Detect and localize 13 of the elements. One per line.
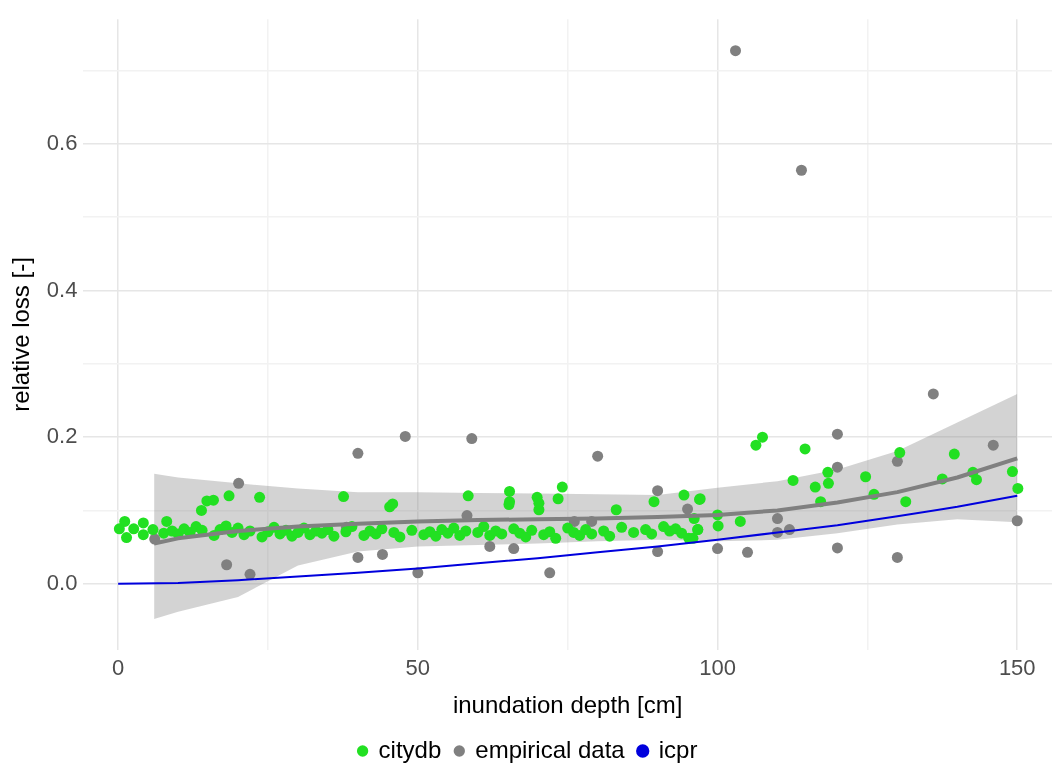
x-tick-label: 150	[998, 655, 1036, 681]
y-tick-label: 0.6	[46, 129, 78, 155]
legend-label: empirical data	[475, 735, 626, 763]
x-tick-label: 50	[405, 655, 431, 681]
x-tick-label: 100	[699, 655, 736, 681]
y-tick-label: 0.0	[46, 569, 78, 595]
legend-label: icpr	[658, 735, 698, 763]
y-tick-label: 0.4	[46, 276, 78, 302]
x-tick-label: 0	[112, 655, 125, 681]
y-tick-label: 0.2	[46, 423, 78, 449]
x-axis-title: inundation depth [cm]	[452, 691, 683, 719]
y-axis-title: relative loss [-]	[7, 257, 35, 412]
legend-label: citydb	[378, 735, 442, 763]
